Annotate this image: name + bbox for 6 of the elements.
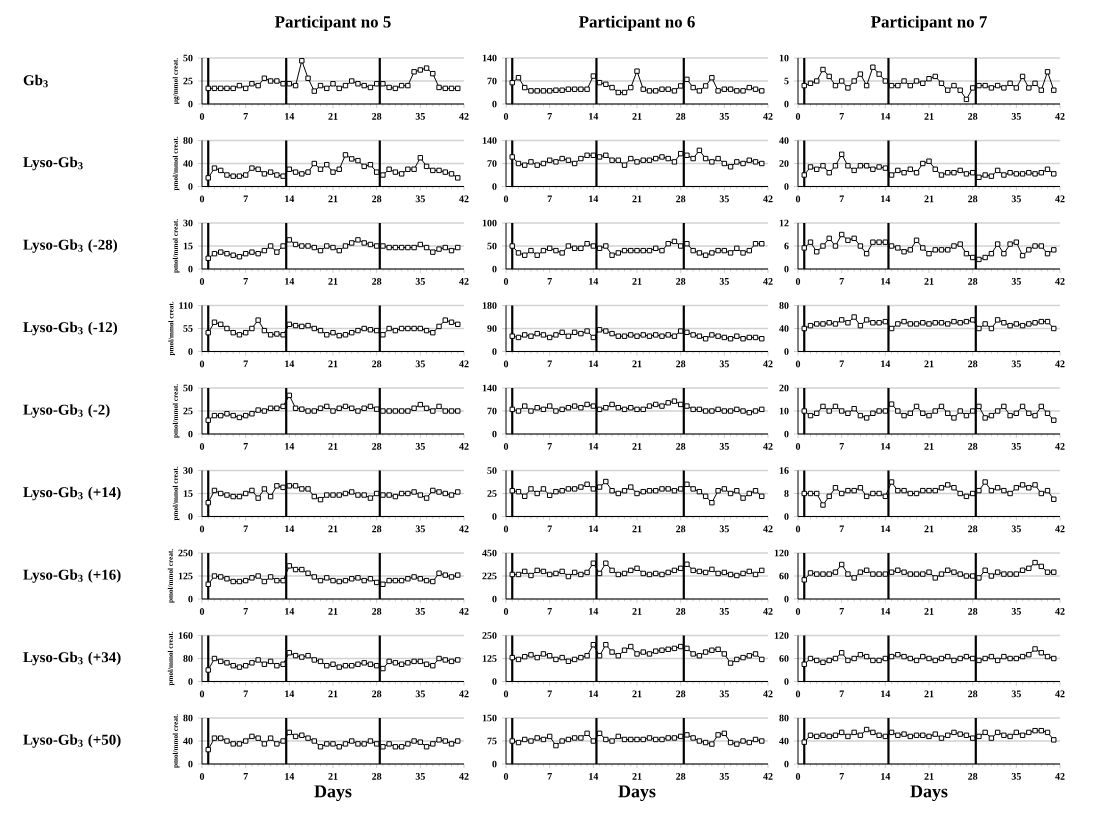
- chart-title: Participant no 7: [870, 15, 987, 31]
- x-axis-title: Days: [618, 785, 656, 802]
- x-axis-title: Days: [910, 785, 948, 802]
- x-axis-title: Days: [314, 785, 352, 802]
- chart-title: Participant no 6: [578, 15, 695, 31]
- chart-title: Participant no 5: [274, 15, 391, 31]
